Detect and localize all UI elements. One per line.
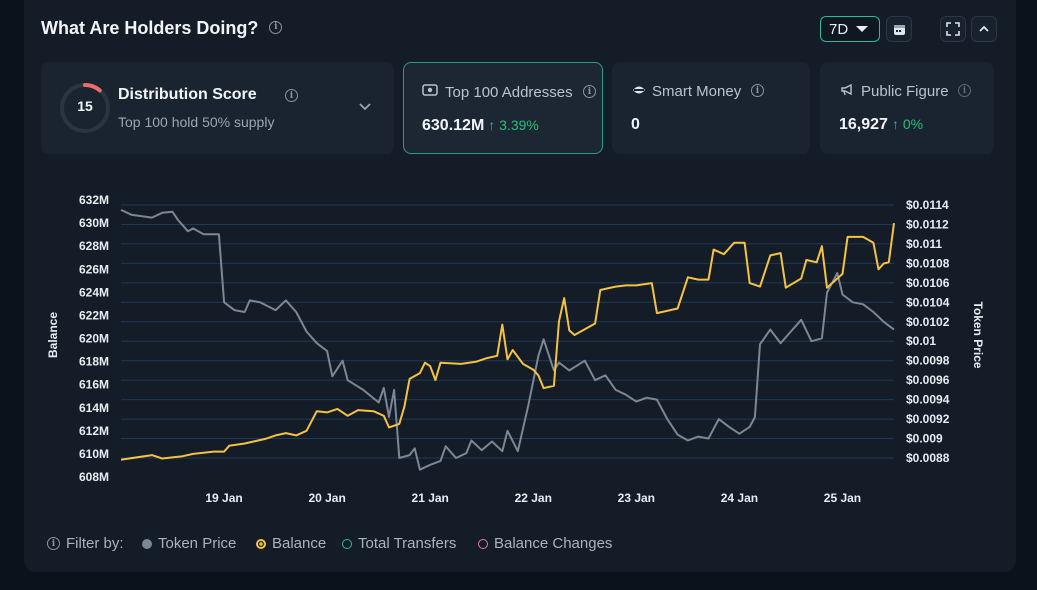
left-tick-label: 622M (79, 308, 109, 322)
right-tick-label: $0.0112 (906, 217, 949, 231)
right-tick-label: $0.0092 (906, 412, 950, 426)
right-tick-label: $0.0088 (906, 451, 950, 465)
chevron-up-icon (979, 25, 989, 32)
filter-label-text: Filter by: (66, 535, 124, 552)
right-tick-label: $0.0114 (906, 198, 949, 212)
distribution-score-card[interactable]: 15 Distribution Score i Top 100 hold 50%… (41, 62, 394, 154)
right-tick-label: $0.0094 (906, 393, 950, 407)
info-icon[interactable]: i (958, 84, 971, 97)
fullscreen-button[interactable] (940, 16, 966, 42)
filter-balance-label: Balance (272, 535, 327, 552)
filter-balance-changes[interactable]: Balance Changes (478, 535, 612, 552)
balance-changes-dot (478, 538, 488, 549)
time-range-value: 7D (829, 20, 849, 38)
left-tick-label: 620M (79, 332, 109, 346)
panel-title-text: What Are Holders Doing? (41, 18, 259, 38)
top100-change: ↑ 3.39% (488, 117, 539, 133)
holders-chart[interactable]: 632M 630M 628M 626M 624M 622M 620M 618M 616M 614M… (24, 170, 1016, 510)
top100-card[interactable]: Top 100 Addresses i 630.12M ↑ 3.39% (403, 62, 603, 154)
left-tick-label: 630M (79, 216, 109, 230)
megaphone-icon (841, 83, 852, 96)
right-tick-label: $0.0108 (906, 256, 950, 270)
x-tick-label: 23 Jan (618, 491, 655, 505)
left-tick-label: 632M (79, 193, 109, 207)
holders-panel: What Are Holders Doing? i 7D 15 Distribu… (24, 0, 1016, 572)
left-tick-label: 628M (79, 239, 109, 253)
right-tick-label: $0.0102 (906, 315, 950, 329)
filter-total-transfers-label: Total Transfers (358, 535, 457, 552)
left-tick-label: 610M (79, 447, 109, 461)
smart-money-icon (633, 86, 645, 94)
left-tick-label: 614M (79, 401, 109, 415)
chevron-down-icon (856, 26, 869, 32)
filter-balance[interactable]: Balance (256, 535, 326, 552)
distribution-title: Distribution Score (118, 86, 257, 103)
left-tick-label: 618M (79, 355, 109, 369)
smart-money-value: 0 (631, 116, 640, 133)
x-tick-label: 20 Jan (308, 491, 345, 505)
calendar-icon (893, 24, 905, 35)
score-value: 15 (77, 98, 93, 114)
public-figure-value: 16,927 ↑ 0% (839, 116, 923, 134)
left-axis-title: Balance (46, 312, 60, 358)
top100-value: 630.12M ↑ 3.39% (422, 117, 539, 135)
right-tick-label: $0.0098 (906, 354, 950, 368)
smart-money-label: Smart Money (652, 83, 742, 100)
x-tick-label: 22 Jan (515, 491, 552, 505)
right-tick-label: $0.011 (906, 237, 942, 251)
public-figure-amount: 16,927 (839, 116, 888, 133)
top100-amount: 630.12M (422, 117, 485, 134)
top100-change-value: 3.39% (499, 117, 539, 133)
top100-label: Top 100 Addresses (445, 84, 573, 101)
calendar-button[interactable] (886, 16, 912, 42)
panel-title: What Are Holders Doing? i (41, 18, 283, 39)
expand-icon (946, 22, 960, 36)
cash-icon (422, 84, 438, 96)
time-range-select[interactable]: 7D (820, 16, 880, 42)
distribution-subtitle: Top 100 hold 50% supply (118, 114, 275, 130)
filter-label: i Filter by: (47, 535, 124, 552)
balance-dot (256, 538, 266, 549)
right-tick-label: $0.009 (906, 432, 943, 446)
public-figure-label: Public Figure (861, 83, 949, 100)
right-tick-label: $0.0106 (906, 276, 950, 290)
public-figure-card[interactable]: Public Figure i 16,927 ↑ 0% (820, 62, 994, 154)
x-tick-label: 21 Jan (412, 491, 449, 505)
info-icon[interactable]: i (583, 85, 596, 98)
public-figure-change: ↑ 0% (891, 116, 924, 132)
score-ring (60, 83, 110, 133)
token-price-line (120, 208, 895, 471)
info-icon[interactable]: i (269, 20, 283, 34)
chevron-down-icon[interactable] (358, 102, 372, 112)
right-tick-label: $0.0096 (906, 373, 950, 387)
info-icon[interactable]: i (285, 89, 298, 102)
x-tick-label: 25 Jan (824, 491, 861, 505)
smart-money-card[interactable]: Smart Money i 0 (612, 62, 810, 154)
right-tick-label: $0.0104 (906, 295, 950, 309)
left-tick-label: 616M (79, 378, 109, 392)
total-transfers-dot (342, 538, 352, 549)
info-icon[interactable]: i (47, 537, 60, 550)
filter-total-transfers[interactable]: Total Transfers (342, 535, 456, 552)
filter-token-price-label: Token Price (158, 535, 237, 552)
left-tick-label: 624M (79, 285, 109, 299)
x-tick-label: 24 Jan (721, 491, 758, 505)
token-price-dot (142, 538, 152, 549)
filter-balance-changes-label: Balance Changes (494, 535, 613, 552)
right-axis-title: Token Price (971, 301, 985, 368)
left-tick-label: 626M (79, 262, 109, 276)
filter-token-price[interactable]: Token Price (142, 535, 236, 552)
right-tick-label: $0.01 (906, 334, 936, 348)
left-tick-label: 608M (79, 470, 109, 484)
public-figure-change-value: 0% (902, 116, 924, 132)
balance-line (120, 222, 895, 461)
x-tick-label: 19 Jan (205, 491, 242, 505)
info-icon[interactable]: i (751, 84, 764, 97)
left-tick-label: 612M (79, 424, 109, 438)
collapse-button[interactable] (971, 16, 997, 42)
